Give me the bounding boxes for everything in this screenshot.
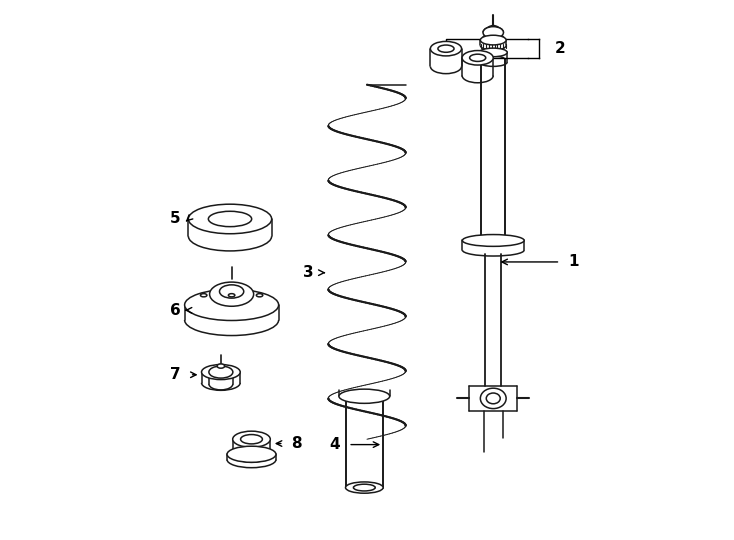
Text: 1: 1: [569, 254, 579, 269]
Ellipse shape: [483, 26, 504, 38]
Text: 3: 3: [302, 265, 313, 280]
Ellipse shape: [470, 54, 486, 62]
Ellipse shape: [479, 48, 507, 57]
Ellipse shape: [438, 45, 454, 52]
Ellipse shape: [189, 204, 272, 234]
Ellipse shape: [209, 366, 233, 378]
Ellipse shape: [219, 285, 244, 298]
Text: 4: 4: [330, 437, 340, 452]
Text: 5: 5: [170, 212, 181, 226]
Ellipse shape: [208, 211, 252, 227]
Text: 8: 8: [291, 436, 302, 451]
Ellipse shape: [462, 51, 493, 65]
Ellipse shape: [233, 431, 270, 447]
Ellipse shape: [228, 294, 235, 297]
Ellipse shape: [185, 289, 279, 321]
Ellipse shape: [227, 446, 276, 462]
Ellipse shape: [353, 484, 375, 491]
Ellipse shape: [480, 388, 506, 409]
Ellipse shape: [256, 294, 263, 297]
Ellipse shape: [346, 482, 383, 493]
Ellipse shape: [241, 435, 262, 444]
Text: 6: 6: [170, 303, 181, 318]
Ellipse shape: [202, 364, 240, 380]
Ellipse shape: [200, 294, 207, 297]
Text: 2: 2: [555, 40, 566, 56]
Ellipse shape: [217, 364, 225, 368]
Ellipse shape: [210, 282, 254, 306]
Ellipse shape: [430, 42, 462, 56]
Ellipse shape: [462, 234, 524, 246]
Text: 7: 7: [170, 367, 181, 382]
Ellipse shape: [486, 393, 501, 404]
Ellipse shape: [480, 35, 506, 45]
Ellipse shape: [339, 389, 390, 403]
